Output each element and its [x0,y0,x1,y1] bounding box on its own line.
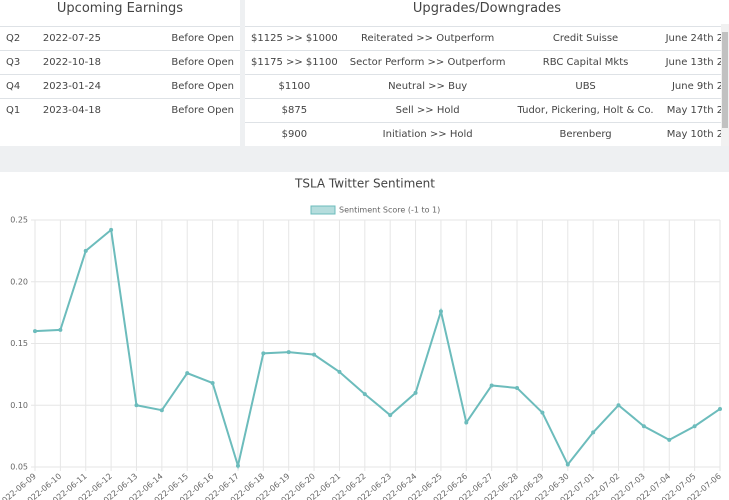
point [515,385,520,390]
table-row: Q1 2023-04-18 Before Open [0,98,240,122]
point [83,248,88,253]
ratings-panel: Upgrades/Downgrades $1125 >> $1000 Reiter… [245,0,729,146]
table-cell: June 24th 2022 [659,26,729,51]
legend-label: Sentiment Score (-1 to 1) [339,206,440,215]
point [134,403,139,408]
table-row: $900 Initiation >> Hold Berenberg May 10th … [245,122,729,146]
table-cell: June 9th 2022 [659,74,729,99]
point [235,463,240,468]
table-cell: May 10th 2022 [659,122,729,146]
ratings-title: Upgrades/Downgrades [412,1,562,16]
table-cell: Neutral >> Buy [343,74,512,99]
table-cell: Before Open [135,26,240,51]
table-cell: 2022-07-25 [36,26,136,51]
table-cell: Credit Suisse [511,26,660,51]
point [667,437,672,442]
table-row: $875 Sell >> Hold Tudor, Pickering, Holt &… [245,98,729,123]
point [109,227,114,232]
chart: TSLA Twitter Sentiment 0.05 0.10 0.15 0.20 0… [0,172,729,500]
table-cell: RBC Capital Mkts [511,50,660,75]
table-cell: Berenberg [511,122,660,146]
point [616,403,621,408]
table-cell: June 13th 2022 [659,50,729,75]
table-cell: Before Open [135,74,240,99]
y-tick-label: 0.25 [10,216,28,225]
y-tick-label: 0.20 [10,277,28,286]
table-cell: $1100 [245,74,344,99]
point [337,369,342,374]
point [185,371,190,376]
point [540,410,545,415]
point [565,462,570,467]
legend-swatch [310,205,336,215]
scrollbar[interactable] [721,24,729,146]
table-cell: Tudor, Pickering, Holt & Co. [511,98,660,123]
point [210,381,215,386]
point [489,383,494,388]
table-cell: Reiterated >> Outperform [343,26,512,51]
y-tick-label: 0.10 [10,401,28,410]
point [692,424,697,429]
table-cell: $1125 >> $1000 [245,26,344,51]
table-cell: $900 [245,122,344,146]
point [261,351,266,356]
y-tick-label: 0.15 [10,339,28,348]
point [413,390,418,395]
point [464,420,469,425]
table-row: Q2 2022-07-25 Before Open [0,26,240,51]
chart-title: TSLA Twitter Sentiment [294,177,435,191]
table-cell: May 17th 2022 [659,98,729,123]
point [718,406,722,411]
table-cell: 2023-04-18 [36,98,136,122]
table-cell: Q3 [0,50,37,75]
point [286,350,291,355]
table-cell: Before Open [135,98,240,122]
point [388,413,393,418]
table-cell: 2023-01-24 [36,74,136,99]
table-row: $1125 >> $1000 Reiterated >> Outperform Cr… [245,26,729,51]
point [591,430,596,435]
table-cell: Sell >> Hold [343,98,512,123]
table-row: Q3 2022-10-18 Before Open [0,50,240,75]
point [641,424,646,429]
earnings-panel: Upcoming Earnings Q2 2022-07-25 Before Ope… [0,0,240,146]
table-cell: $875 [245,98,344,123]
table-cell: Q2 [0,26,37,51]
point [58,327,63,332]
series-line [34,227,721,470]
point [312,352,317,357]
earnings-title: Upcoming Earnings [56,1,184,16]
ratings-table: $1125 >> $1000 Reiterated >> Outperform Cr… [245,26,729,146]
table-cell: Sector Perform >> Outperform [343,50,512,75]
y-tick-label: 0.05 [10,463,28,472]
point [362,392,367,397]
table-row: Q4 2023-01-24 Before Open [0,74,240,99]
point [438,309,443,314]
scroll-thumb[interactable] [722,32,728,128]
point [159,408,164,413]
table-cell: Initiation >> Hold [343,122,512,146]
table-cell: UBS [511,74,660,99]
table-cell: Q1 [0,98,37,122]
earnings-table: Q2 2022-07-25 Before Open Q3 2022-10-18 Befor… [0,26,240,122]
table-cell: Before Open [135,50,240,75]
table-cell: Q4 [0,74,37,99]
table-cell: 2022-10-18 [36,50,136,75]
table-row: $1175 >> $1100 Sector Perform >> Outperfo… [245,50,729,75]
point [33,329,37,334]
table-cell: $1175 >> $1100 [245,50,344,75]
